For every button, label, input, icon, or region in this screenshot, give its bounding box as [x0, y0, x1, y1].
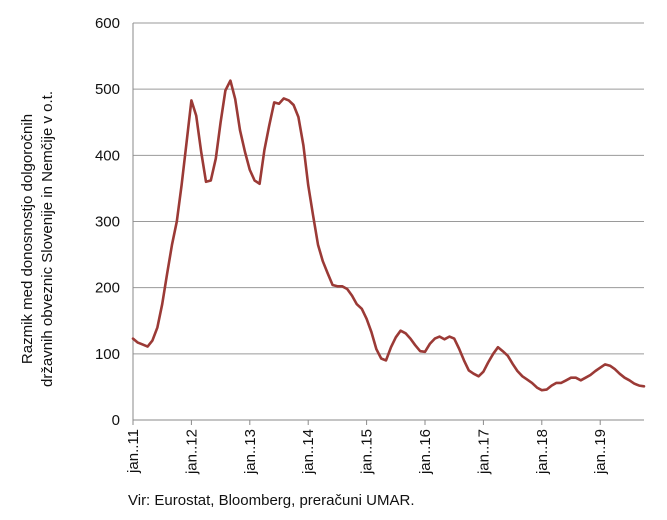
y-axis-ticks: 0 100 200 300 400 500 600: [95, 15, 120, 429]
x-axis-ticks: jan..11 jan..12 jan..13 jan..14 jan..15 jan..…: [125, 420, 609, 475]
source-note: Vir: Eurostat, Bloomberg, preračuni UMAR…: [128, 492, 415, 509]
y-tick-label: 200: [95, 280, 120, 297]
x-tick-label: jan..11: [125, 429, 142, 474]
x-tick-label: jan..15: [359, 429, 376, 475]
x-tick-label: jan..18: [534, 429, 551, 475]
y-tick-label: 300: [95, 214, 120, 231]
y-tick-label: 500: [95, 81, 120, 98]
x-tick-label: jan..16: [417, 429, 434, 475]
axes: [132, 23, 644, 421]
y-tick-label: 400: [95, 147, 120, 164]
y-tick-label: 0: [112, 412, 120, 429]
y-axis-title-line1: Razmik med donosnostjo dolgoročnih: [19, 114, 36, 364]
x-tick-label: jan..19: [592, 429, 609, 475]
y-axis-title-line2: državnih obveznic Slovenije in Nemčije v…: [39, 91, 56, 387]
x-tick-label: jan..12: [183, 429, 200, 475]
x-tick-label: jan..17: [475, 429, 492, 475]
series-line-0: [131, 79, 646, 392]
gridlines: [133, 22, 644, 355]
y-tick-label: 600: [95, 15, 120, 32]
y-tick-label: 100: [95, 346, 120, 363]
x-tick-label: jan..14: [300, 429, 317, 475]
series-group: [131, 79, 646, 392]
x-tick-label: jan..13: [242, 429, 259, 475]
